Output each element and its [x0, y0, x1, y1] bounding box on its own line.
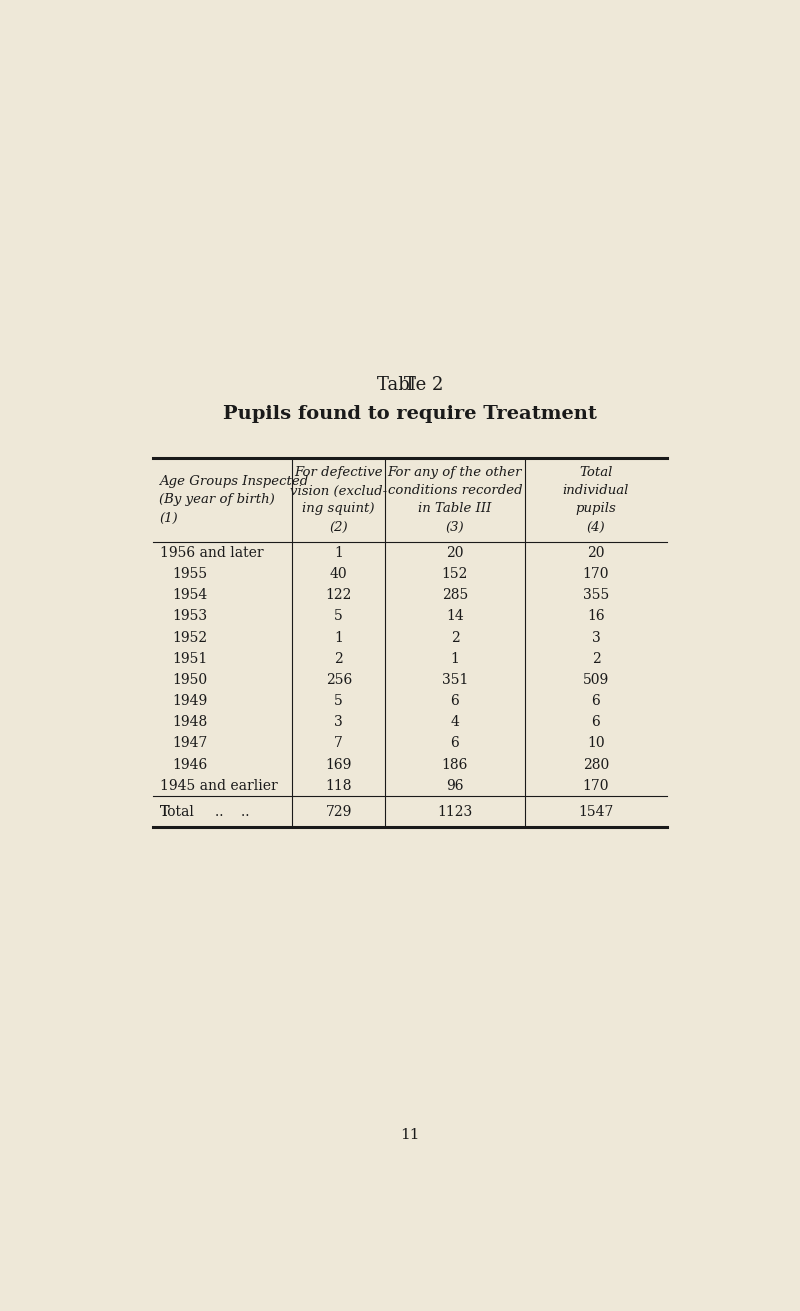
Text: 169: 169: [326, 758, 352, 772]
Text: 729: 729: [326, 805, 352, 819]
Text: Age Groups Inspected
(By year of birth)
(1): Age Groups Inspected (By year of birth) …: [159, 476, 308, 524]
Text: 509: 509: [583, 673, 609, 687]
Text: T: T: [160, 805, 170, 819]
Text: 256: 256: [326, 673, 352, 687]
Text: 170: 170: [582, 779, 610, 793]
Text: 1952: 1952: [173, 631, 208, 645]
Text: 118: 118: [326, 779, 352, 793]
Text: 285: 285: [442, 589, 468, 602]
Text: 1950: 1950: [173, 673, 208, 687]
Text: 3: 3: [592, 631, 600, 645]
Text: 1947: 1947: [173, 737, 208, 750]
Text: 20: 20: [587, 545, 605, 560]
Text: 16: 16: [587, 610, 605, 624]
Text: 5: 5: [334, 610, 343, 624]
Text: Pupils found to require Treatment: Pupils found to require Treatment: [223, 405, 597, 423]
Text: ..    ..: .. ..: [214, 805, 250, 819]
Text: 280: 280: [583, 758, 609, 772]
Text: 2: 2: [450, 631, 459, 645]
Text: 2: 2: [592, 652, 600, 666]
Text: 6: 6: [450, 737, 459, 750]
Text: 1953: 1953: [173, 610, 208, 624]
Text: 122: 122: [326, 589, 352, 602]
Text: 6: 6: [592, 716, 600, 729]
Text: 1: 1: [334, 545, 343, 560]
Text: 170: 170: [582, 568, 610, 581]
Text: 152: 152: [442, 568, 468, 581]
Text: 6: 6: [592, 694, 600, 708]
Text: 1951: 1951: [173, 652, 208, 666]
Text: Total
individual
pupils
(4): Total individual pupils (4): [563, 467, 629, 534]
Text: For any of the other
conditions recorded
in Table III
(3): For any of the other conditions recorded…: [388, 467, 522, 534]
Text: 1948: 1948: [173, 716, 208, 729]
Text: T: T: [404, 376, 416, 395]
Text: 186: 186: [442, 758, 468, 772]
Text: 351: 351: [442, 673, 468, 687]
Text: 5: 5: [334, 694, 343, 708]
Text: 1123: 1123: [438, 805, 473, 819]
Text: 20: 20: [446, 545, 464, 560]
Text: 355: 355: [583, 589, 609, 602]
Text: 1955: 1955: [173, 568, 208, 581]
Text: Total: Total: [160, 805, 195, 819]
Text: 1954: 1954: [173, 589, 208, 602]
Text: 6: 6: [450, 694, 459, 708]
Text: 96: 96: [446, 779, 464, 793]
Text: 10: 10: [587, 737, 605, 750]
Text: 40: 40: [330, 568, 347, 581]
Text: 3: 3: [334, 716, 343, 729]
Text: 7: 7: [334, 737, 343, 750]
Text: Table 2: Table 2: [377, 376, 443, 395]
Text: 1: 1: [450, 652, 459, 666]
Text: 1946: 1946: [173, 758, 208, 772]
Text: For defective
vision (exclud-
ing squint)
(2): For defective vision (exclud- ing squint…: [290, 467, 387, 534]
Text: 11: 11: [400, 1129, 420, 1142]
Text: 1945 and earlier: 1945 and earlier: [160, 779, 278, 793]
Text: 1: 1: [334, 631, 343, 645]
Text: 1956 and later: 1956 and later: [160, 545, 264, 560]
Text: 14: 14: [446, 610, 464, 624]
Text: 4: 4: [450, 716, 459, 729]
Text: 1949: 1949: [173, 694, 208, 708]
Text: 2: 2: [334, 652, 343, 666]
Text: 1547: 1547: [578, 805, 614, 819]
